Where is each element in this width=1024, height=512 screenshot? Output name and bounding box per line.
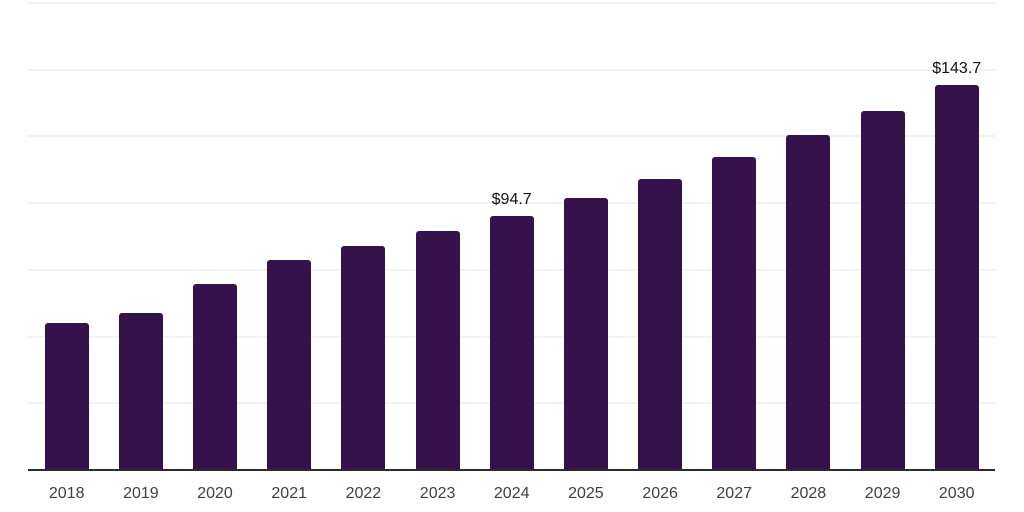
bar-2029 <box>860 111 905 469</box>
x-tick-label-2028: 2028 <box>790 485 827 502</box>
x-tick-label-2018: 2018 <box>48 485 85 502</box>
x-axis-line <box>28 469 995 471</box>
bar-2030 <box>934 85 979 469</box>
bar-2021 <box>267 259 312 469</box>
x-tick-label-2027: 2027 <box>716 485 752 502</box>
bar-2018 <box>44 322 89 469</box>
x-tick-label-2026: 2026 <box>642 485 678 502</box>
bar-2020 <box>193 283 237 469</box>
bar-2028 <box>786 135 831 469</box>
gridline <box>28 68 995 71</box>
x-tick-label-2020: 2020 <box>197 485 233 502</box>
gridline <box>28 135 995 138</box>
bar-2027 <box>712 157 757 469</box>
x-tick-label-2029: 2029 <box>864 485 901 502</box>
bar-2022 <box>341 246 386 469</box>
gridline <box>28 202 995 204</box>
bar-2019 <box>118 312 163 469</box>
bar-2026 <box>638 178 683 469</box>
x-tick-label-2022: 2022 <box>345 485 382 502</box>
bar-2024 <box>489 216 534 469</box>
bar-2023 <box>415 230 460 469</box>
x-tick-label-2024: 2024 <box>493 485 530 502</box>
x-tick-label-2025: 2025 <box>568 485 604 502</box>
bar-value-label-2024: $94.7 <box>491 191 532 209</box>
gridline <box>28 1 995 4</box>
bar-2025 <box>563 198 608 469</box>
bar-value-label-2030: $143.7 <box>932 60 982 78</box>
x-tick-label-2021: 2021 <box>271 485 307 502</box>
x-tick-label-2023: 2023 <box>419 485 456 502</box>
x-tick-label-2030: 2030 <box>938 485 975 502</box>
x-tick-label-2019: 2019 <box>123 485 159 502</box>
